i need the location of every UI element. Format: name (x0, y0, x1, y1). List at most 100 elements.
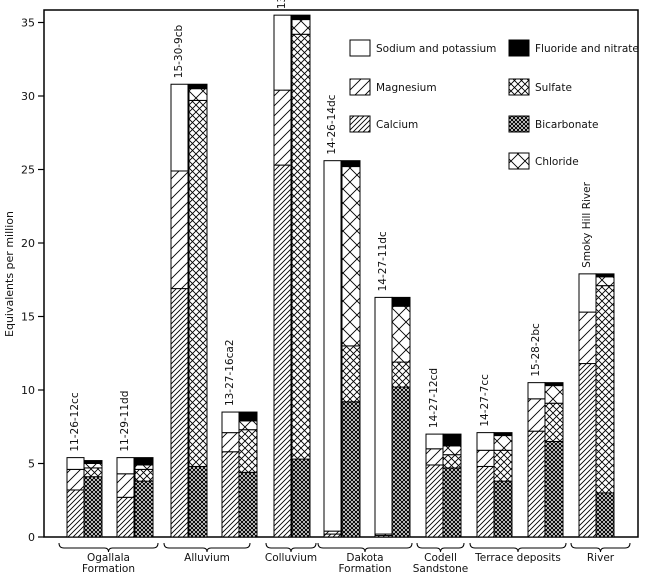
legend-label: Magnesium (376, 82, 437, 94)
y-tick-label: 10 (21, 384, 35, 397)
legend: Sodium and potassium Magnesium Calcium Fluo… (349, 39, 639, 170)
anion-segment-cl (391, 305, 411, 363)
legend-swatch (508, 115, 530, 133)
anion-segment-cl (544, 385, 564, 404)
group-label: Colluvium (265, 552, 317, 564)
cation-segment-mg (527, 398, 546, 432)
anion-segment-cl (238, 420, 258, 431)
legend-entry-hco3: Bicarbonate (508, 115, 598, 133)
anion-segment-f-no3 (341, 160, 361, 168)
anion-segment-hco3 (544, 440, 564, 538)
anion-segment-f-no3 (134, 457, 154, 466)
sample-bar-pair (116, 457, 154, 538)
cation-segment-ca (476, 465, 495, 538)
cation-segment-mg (425, 448, 444, 466)
anion-segment-f-no3 (595, 273, 615, 278)
legend-entry-cl: Chloride (508, 152, 579, 170)
legend-entry-so4: Sulfate (508, 78, 572, 96)
group-label: River (587, 552, 615, 564)
group-bracket (163, 542, 251, 553)
sample-label: 11-29-11dd (119, 391, 131, 452)
anion-segment-hco3 (238, 471, 258, 538)
anion-segment-cl (442, 445, 462, 456)
anion-segment-hco3 (291, 458, 311, 538)
group-label: Codell (424, 552, 457, 564)
y-tick-label: 5 (28, 458, 35, 471)
anion-segment-f-no3 (291, 14, 311, 21)
group-bracket (570, 542, 631, 553)
sample-bar-pair (170, 83, 208, 538)
legend-entry-mg: Magnesium (349, 78, 437, 96)
cation-segment-na-k (116, 457, 135, 475)
anion-segment-hco3 (391, 386, 411, 538)
anion-segment-cl (134, 464, 154, 470)
cation-segment-mg (476, 449, 495, 467)
anion-segment-so4 (544, 402, 564, 442)
group-label: Formation (82, 563, 135, 575)
group-bracket (416, 542, 465, 553)
anion-segment-so4 (341, 345, 361, 403)
anion-segment-cl (291, 19, 311, 35)
cation-segment-na-k (323, 160, 342, 532)
anion-segment-hco3 (341, 401, 361, 538)
cation-segment-mg (170, 170, 189, 290)
group-label: Alluvium (184, 552, 230, 564)
cation-segment-mg (66, 468, 85, 491)
anion-segment-so4 (595, 285, 615, 494)
sample-label: 13-30-35ca (276, 0, 288, 9)
anion-segment-cl (188, 88, 208, 101)
cation-segment-na-k (476, 432, 495, 451)
y-tick-label: 25 (21, 164, 35, 177)
anion-segment-so4 (291, 33, 311, 460)
anion-segment-f-no3 (188, 83, 208, 90)
sample-label: 11-26-12cc (69, 392, 81, 451)
y-tick-label: 20 (21, 237, 35, 250)
anion-segment-cl (493, 435, 513, 451)
cation-segment-na-k (273, 14, 292, 91)
anion-segment-f-no3 (83, 460, 103, 464)
legend-swatch (508, 152, 530, 170)
sample-bar-pair (221, 411, 258, 538)
anion-segment-so4 (391, 361, 411, 388)
legend-entry-na-k: Sodium and potassium (349, 39, 496, 57)
anion-segment-so4 (83, 467, 103, 478)
bars (66, 14, 615, 538)
group-label: Sandstone (413, 563, 469, 575)
cation-segment-na-k (578, 273, 597, 313)
cation-segment-na-k (425, 433, 444, 450)
y-axis-label: Equivalents per million (3, 211, 16, 337)
group-label: Formation (339, 563, 392, 575)
group-bracket (58, 542, 159, 553)
group-bracket (265, 542, 317, 553)
sample-bar-pair (66, 457, 103, 538)
cation-segment-mg (221, 432, 240, 453)
anion-segment-cl (595, 276, 615, 287)
cation-segment-ca (425, 464, 444, 538)
sample-label: 14-27-12cd (428, 368, 440, 428)
y-tick-label: 30 (21, 90, 35, 103)
sample-label: Smoky Hill River (581, 181, 593, 267)
anion-segment-so4 (134, 468, 154, 482)
sample-bar-pair (273, 14, 311, 538)
cation-segment-na-k (527, 382, 546, 400)
sample-bar-pair (425, 433, 462, 538)
cation-segment-na-k (170, 83, 189, 172)
cation-segment-mg (116, 473, 135, 498)
cation-segment-ca (116, 496, 135, 538)
legend-swatch (349, 78, 371, 96)
group-bracket (469, 542, 567, 553)
legend-swatch (349, 39, 371, 57)
y-tick-label: 15 (21, 311, 35, 324)
cation-segment-ca (578, 363, 597, 538)
legend-label: Sodium and potassium (376, 43, 496, 55)
anion-segment-f-no3 (442, 433, 462, 447)
anion-segment-hco3 (188, 465, 208, 538)
anion-segment-cl (83, 463, 103, 469)
group-label: Dakota (346, 552, 383, 564)
sample-bar-pair (374, 296, 411, 538)
sample-label: 13-27-16ca2 (224, 339, 236, 406)
cation-segment-ca (527, 430, 546, 538)
cation-segment-na-k (66, 457, 85, 470)
